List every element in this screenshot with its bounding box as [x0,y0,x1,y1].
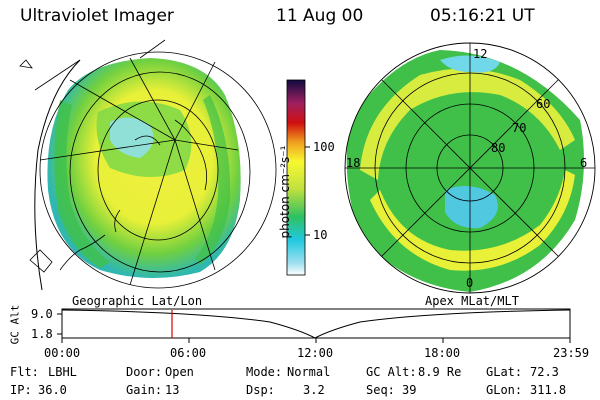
mlt-label-0: 0 [466,276,474,290]
footer-glat-key: GLat: [486,365,523,379]
right-yellow-band [360,68,575,180]
image-time: 05:16:21 UT [430,6,535,26]
mlt-line-diagonal [381,79,559,257]
altitude-xtick: 23:59 [553,346,590,360]
meridian [129,139,176,286]
footer-mode-key: Mode: [246,365,283,379]
right-cyan-patch [445,186,498,229]
footer-glat-value: 72.3 [530,365,559,379]
altitude-ylabel: GC Alt [8,304,22,345]
colorbar-tick-10: 10 [313,228,328,242]
footer-gcalt-value: 8.9 Re [418,365,462,379]
footer-flt-value: LBHL [48,365,77,379]
footer-ip-value: 36.0 [38,383,67,397]
footer-ip-key: IP: [10,383,32,397]
mlat-label-70: 70 [512,121,527,135]
altitude-xtick: 06:00 [170,346,207,360]
footer-door-key: Door: [126,365,163,379]
footer-mode-value: Normal [287,365,331,379]
meridian [139,39,166,59]
footer-flt-key: Flt: [10,365,39,379]
altitude-curve [61,309,571,339]
geographic-image-panel [19,39,277,291]
left-green-band [54,100,110,268]
footer-seq-key: Seq: [366,383,395,397]
lat-circle-inner [97,99,219,241]
altitude-ytick-1.8: 1.8 [31,327,53,341]
left-panel-caption: Geographic Lat/Lon [72,294,203,308]
footer-gain-value: 13 [165,383,180,397]
altitude-xtick: 00:00 [44,346,81,360]
altitude-ytick-9: 9.0 [31,307,53,321]
colorbar [286,79,310,276]
mlt-label-18: 18 [346,156,361,170]
right-panel-caption: Apex MLat/MLT [425,294,519,308]
meridian [174,139,216,271]
meridian [69,79,176,141]
meridian [174,139,239,151]
left-green-right [195,95,231,265]
coastline [59,119,208,271]
lat-circle-outer [39,51,277,289]
app-title: Ultraviolet Imager [20,6,174,26]
footer-dsp-value: 3.2 [303,383,325,397]
altitude-xtick: 18:00 [424,346,461,360]
earth-limb [34,59,81,291]
footer-door-value: Open [165,365,194,379]
footer-gain-key: Gain: [126,383,163,397]
mlt-label-6: 6 [580,156,588,170]
mlat-label-60: 60 [536,97,551,111]
right-yellow-lower [370,170,575,271]
altitude-plot [57,308,571,343]
mlt-label-12: 12 [473,47,488,61]
colorbar-units-label: photon cm⁻²s⁻¹ [278,145,292,239]
altitude-plot-frame [61,308,571,339]
coastline [19,59,53,273]
meridian [129,57,176,141]
image-date: 11 Aug 00 [276,6,364,26]
footer-dsp-key: Dsp: [246,383,275,397]
footer-glon-value: 311.8 [530,383,567,397]
footer-gcalt-key: GC Alt: [366,365,417,379]
meridian [39,139,176,161]
footer-glon-key: GLon: [486,383,523,397]
altitude-xtick: 12:00 [297,346,334,360]
meridian [174,61,216,141]
footer-seq-value: 39 [402,383,417,397]
lat-circle-mid [69,71,251,273]
mlat-label-80: 80 [491,141,506,155]
meridian [34,59,81,91]
colorbar-tick-100: 100 [313,140,335,154]
mlt-image-panel [344,42,596,294]
colorbar-scale [286,79,306,276]
